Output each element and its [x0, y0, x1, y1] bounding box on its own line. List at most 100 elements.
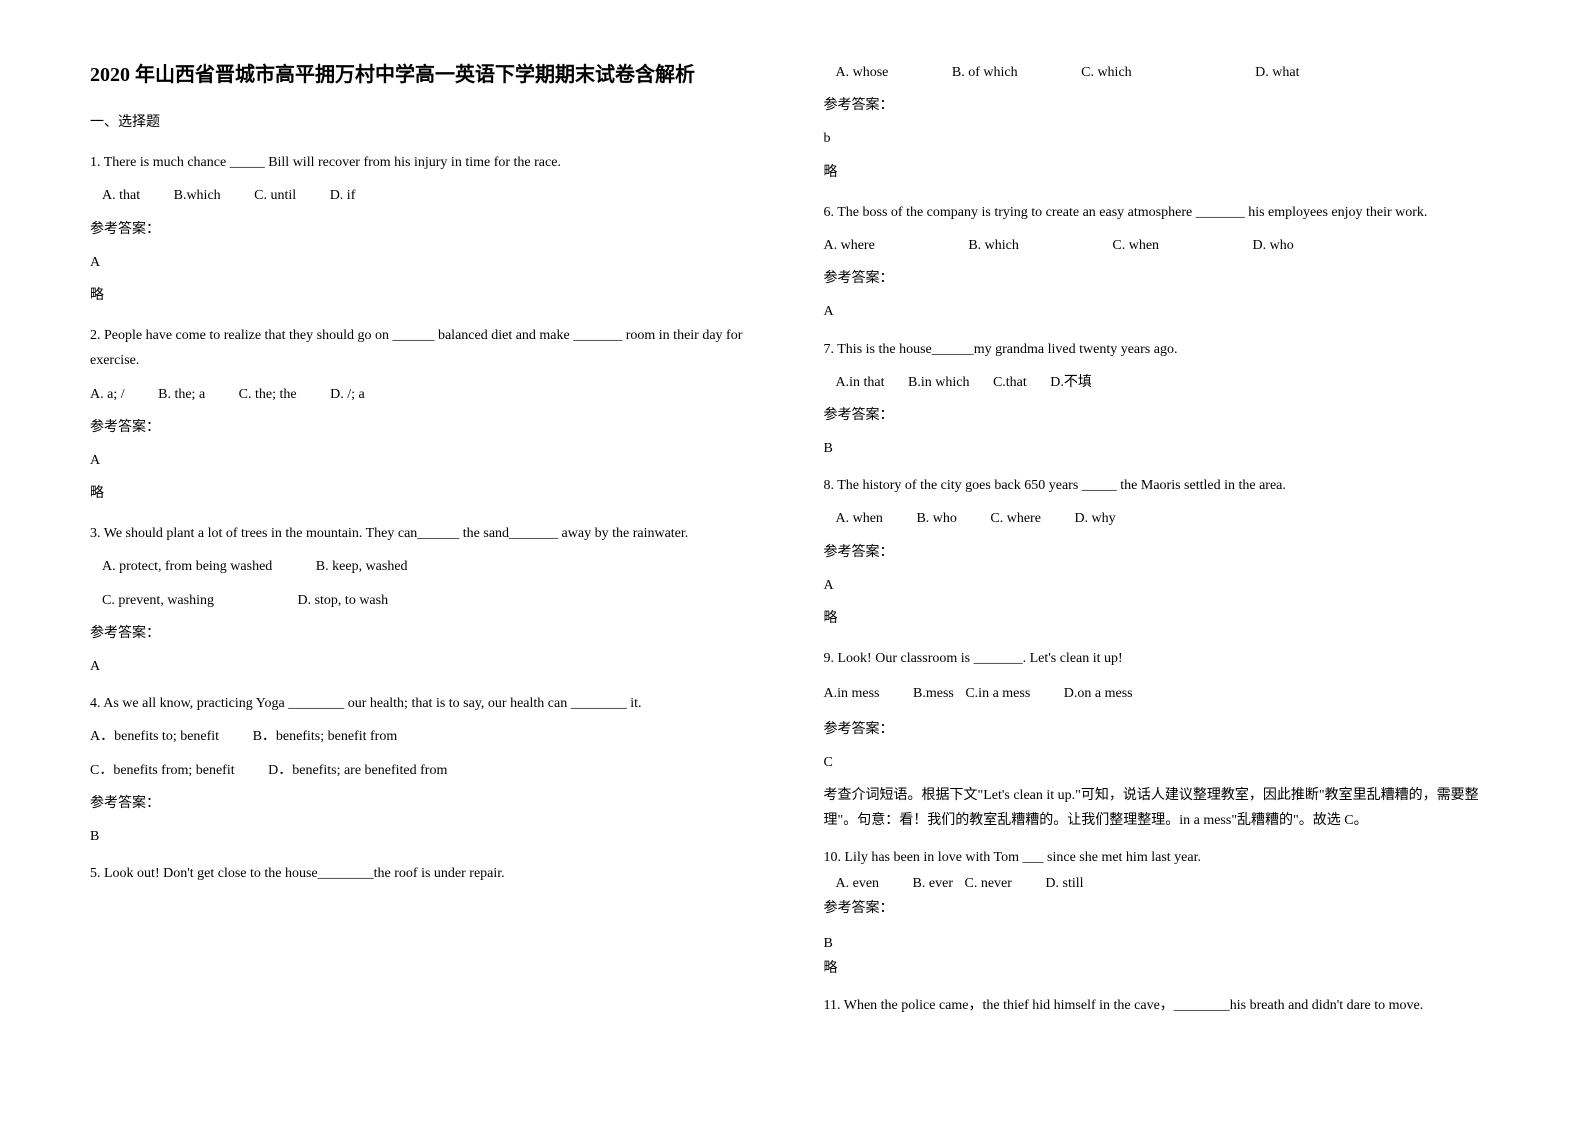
answer-label: 参考答案： [90, 415, 764, 440]
option-a: A．benefits to; benefit [90, 724, 219, 749]
option-a: A. that [102, 183, 140, 208]
note: 略 [824, 956, 1498, 981]
option-a: A. a; / [90, 382, 125, 407]
option-b: B.in which [908, 370, 969, 395]
question-5-options: A. whose B. of which C. which D. what 参考… [824, 60, 1498, 185]
option-c: C. never [964, 871, 1011, 896]
option-b: B. the; a [158, 382, 205, 407]
question-text: 5. Look out! Don't get close to the hous… [90, 861, 764, 886]
question-text: 1. There is much chance _____ Bill will … [90, 150, 764, 175]
question-options: A. whose B. of which C. which D. what [824, 60, 1498, 85]
question-9: 9. Look! Our classroom is _______. Let's… [824, 646, 1498, 833]
question-5: 5. Look out! Don't get close to the hous… [90, 861, 764, 886]
question-options: A．benefits to; benefit B．benefits; benef… [90, 724, 764, 749]
option-b: B.which [174, 183, 221, 208]
option-a: A.in mess [824, 681, 880, 706]
option-c: C.in a mess [965, 681, 1030, 706]
question-text: 2. People have come to realize that they… [90, 323, 764, 373]
option-d: D. still [1045, 871, 1083, 896]
answer-label: 参考答案： [824, 403, 1498, 428]
option-a: A. when [836, 506, 883, 531]
option-d: D. what [1255, 60, 1299, 85]
answer: A [90, 448, 764, 473]
question-4: 4. As we all know, practicing Yoga _____… [90, 691, 764, 849]
option-b: B. keep, washed [316, 554, 408, 579]
answer: A [90, 654, 764, 679]
option-d: D. if [330, 183, 356, 208]
question-2: 2. People have come to realize that they… [90, 323, 764, 506]
question-text: 10. Lily has been in love with Tom ___ s… [824, 845, 1498, 870]
question-options: A. even B. ever C. never D. still [824, 871, 1498, 896]
question-3: 3. We should plant a lot of trees in the… [90, 521, 764, 679]
question-6: 6. The boss of the company is trying to … [824, 200, 1498, 325]
question-options: A.in that B.in which C.that D.不填 [824, 370, 1498, 395]
question-options: A. protect, from being washed B. keep, w… [90, 554, 764, 579]
option-b: B.mess [913, 681, 954, 706]
answer-label: 参考答案： [90, 621, 764, 646]
question-1: 1. There is much chance _____ Bill will … [90, 150, 764, 308]
answer: B [824, 436, 1498, 461]
option-c: C. which [1081, 60, 1132, 85]
answer: b [824, 126, 1498, 151]
question-text: 6. The boss of the company is trying to … [824, 200, 1498, 225]
question-options: A. where B. which C. when D. who [824, 233, 1498, 258]
answer: B [824, 931, 1498, 956]
answer-label: 参考答案： [824, 266, 1498, 291]
option-b: B. ever [913, 871, 953, 896]
left-column: 2020 年山西省晋城市高平拥万村中学高一英语下学期期末试卷含解析 一、选择题 … [90, 60, 764, 1030]
answer: B [90, 824, 764, 849]
option-a: A. whose [836, 60, 889, 85]
right-column: A. whose B. of which C. which D. what 参考… [824, 60, 1498, 1030]
option-a: A. even [836, 871, 880, 896]
question-options: C．benefits from; benefit D．benefits; are… [90, 758, 764, 783]
answer: A [824, 573, 1498, 598]
explanation: 考查介词短语。根据下文"Let's clean it up."可知，说话人建议整… [824, 783, 1498, 833]
option-d: D. who [1253, 233, 1294, 258]
option-c: C．benefits from; benefit [90, 758, 235, 783]
option-c: C. where [990, 506, 1041, 531]
question-8: 8. The history of the city goes back 650… [824, 473, 1498, 631]
answer-label: 参考答案： [824, 717, 1498, 742]
question-11: 11. When the police came，the thief hid h… [824, 993, 1498, 1018]
answer: C [824, 750, 1498, 775]
answer: A [90, 250, 764, 275]
option-d: D. /; a [330, 382, 365, 407]
note: 略 [824, 160, 1498, 185]
option-c: C. the; the [239, 382, 297, 407]
option-d: D．benefits; are benefited from [268, 758, 447, 783]
question-7: 7. This is the house______my grandma liv… [824, 337, 1498, 462]
question-options: A. that B.which C. until D. if [90, 183, 764, 208]
question-options: A.in mess B.mess C.in a mess D.on a mess [824, 681, 1498, 706]
note: 略 [90, 481, 764, 506]
question-text: 8. The history of the city goes back 650… [824, 473, 1498, 498]
question-text: 4. As we all know, practicing Yoga _____… [90, 691, 764, 716]
question-10: 10. Lily has been in love with Tom ___ s… [824, 845, 1498, 981]
note: 略 [90, 283, 764, 308]
document-title: 2020 年山西省晋城市高平拥万村中学高一英语下学期期末试卷含解析 [90, 60, 764, 90]
option-c: C.that [993, 370, 1027, 395]
note: 略 [824, 606, 1498, 631]
option-b: B. which [968, 233, 1019, 258]
option-a: A. protect, from being washed [102, 554, 272, 579]
option-d: D.on a mess [1064, 681, 1133, 706]
option-d: D. why [1074, 506, 1115, 531]
option-b: B. of which [952, 60, 1018, 85]
option-d: D. stop, to wash [297, 588, 388, 613]
question-options: C. prevent, washing D. stop, to wash [90, 588, 764, 613]
question-text: 11. When the police came，the thief hid h… [824, 993, 1498, 1018]
answer: A [824, 299, 1498, 324]
option-a: A.in that [836, 370, 885, 395]
question-text: 9. Look! Our classroom is _______. Let's… [824, 646, 1498, 671]
option-c: C. until [254, 183, 296, 208]
option-c: C. when [1112, 233, 1159, 258]
option-d: D.不填 [1050, 370, 1092, 395]
answer-label: 参考答案： [90, 217, 764, 242]
question-options: A. when B. who C. where D. why [824, 506, 1498, 531]
question-text: 7. This is the house______my grandma liv… [824, 337, 1498, 362]
question-options: A. a; / B. the; a C. the; the D. /; a [90, 382, 764, 407]
option-b: B. who [916, 506, 956, 531]
option-a: A. where [824, 233, 875, 258]
answer-label: 参考答案： [824, 540, 1498, 565]
answer-label: 参考答案： [824, 896, 1498, 921]
option-c: C. prevent, washing [102, 588, 214, 613]
